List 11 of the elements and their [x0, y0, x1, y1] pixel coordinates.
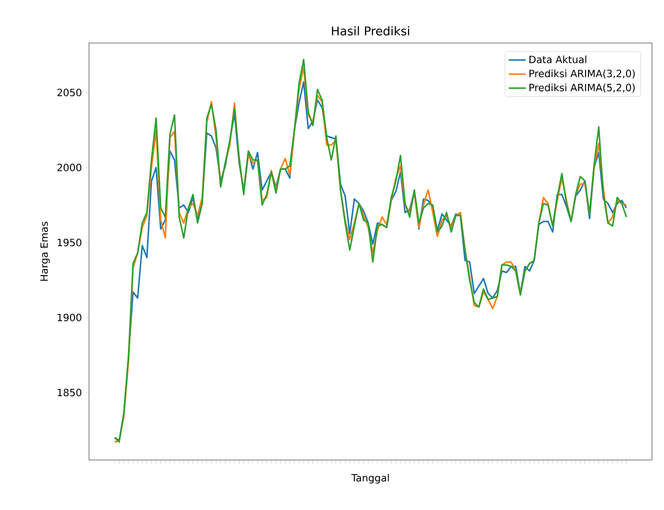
- legend-label: Prediksi ARIMA(3,2,0): [530, 70, 635, 78]
- y-tick-label: 1850: [58, 388, 82, 396]
- y-axis-title: Harga Emas: [40, 222, 50, 281]
- legend-label: Data Aktual: [530, 56, 586, 64]
- x-axis-title: Tanggal: [351, 474, 389, 484]
- chart-title: Hasil Prediksi: [332, 26, 410, 36]
- y-tick-label: 1950: [58, 238, 82, 246]
- y-tick-label: 2050: [57, 88, 82, 96]
- legend-label: Prediksi ARIMA(5,2,0): [530, 84, 635, 92]
- y-tick-label: 2000: [57, 164, 82, 172]
- y-tick-label: 1900: [58, 314, 82, 322]
